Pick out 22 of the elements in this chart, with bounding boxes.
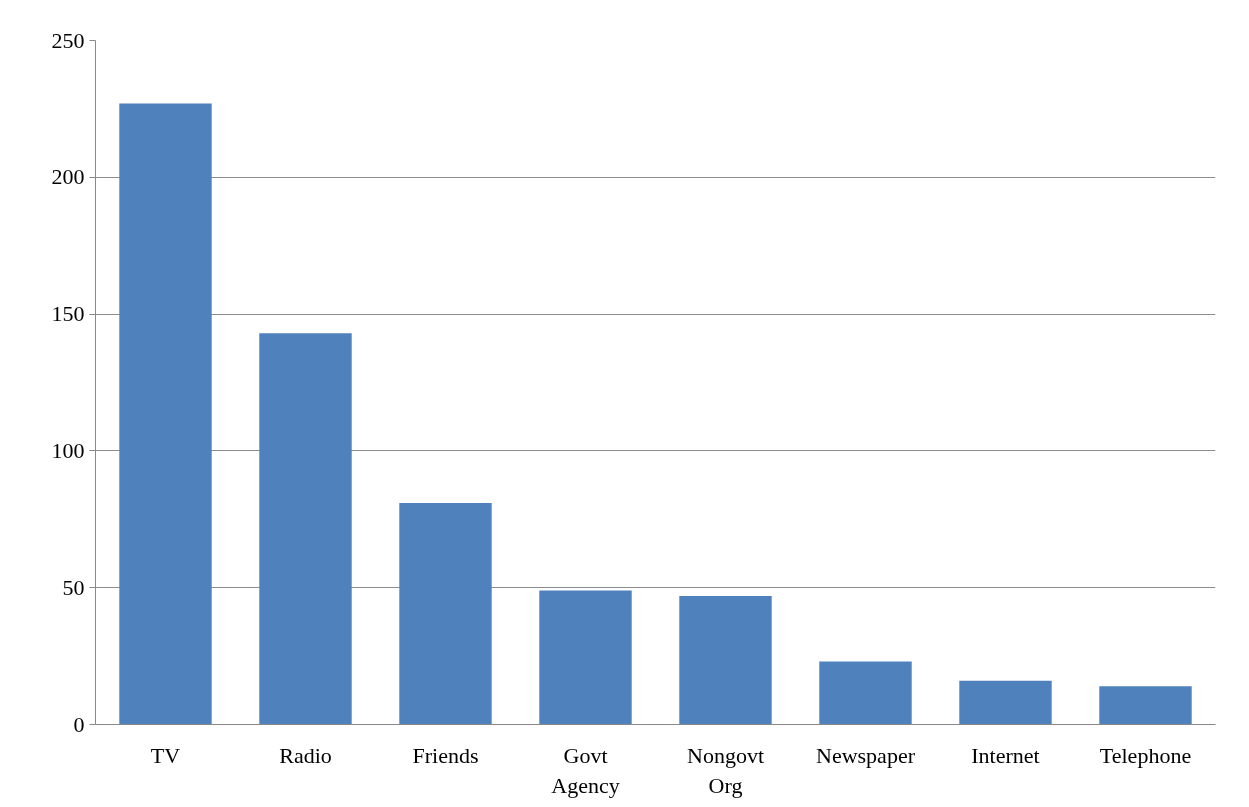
bar — [819, 661, 912, 725]
x-tick-label: Friends — [412, 742, 479, 768]
y-tick-label: 50 — [62, 574, 85, 600]
y-tick-label: 100 — [51, 437, 85, 463]
x-tick-label: Newspaper — [816, 742, 916, 768]
bar — [959, 680, 1052, 725]
x-tick-label: Govt Agency — [551, 742, 620, 798]
x-tick-label: Telephone — [1099, 742, 1192, 768]
x-tick-label: Nongovt Org — [687, 742, 764, 798]
x-tick-label: TV — [150, 742, 181, 768]
y-tick-label: 200 — [51, 164, 85, 190]
bar — [399, 502, 492, 725]
bar — [679, 595, 772, 725]
y-tick-label: 250 — [51, 27, 85, 53]
y-tick-label: 150 — [51, 301, 85, 327]
x-tick-label: Radio — [279, 742, 332, 768]
x-tick-label: Internet — [971, 742, 1040, 768]
bar — [1099, 686, 1192, 725]
bar — [119, 103, 212, 725]
bar — [539, 590, 632, 725]
y-tick-label: 0 — [73, 711, 85, 737]
bar — [259, 333, 352, 725]
